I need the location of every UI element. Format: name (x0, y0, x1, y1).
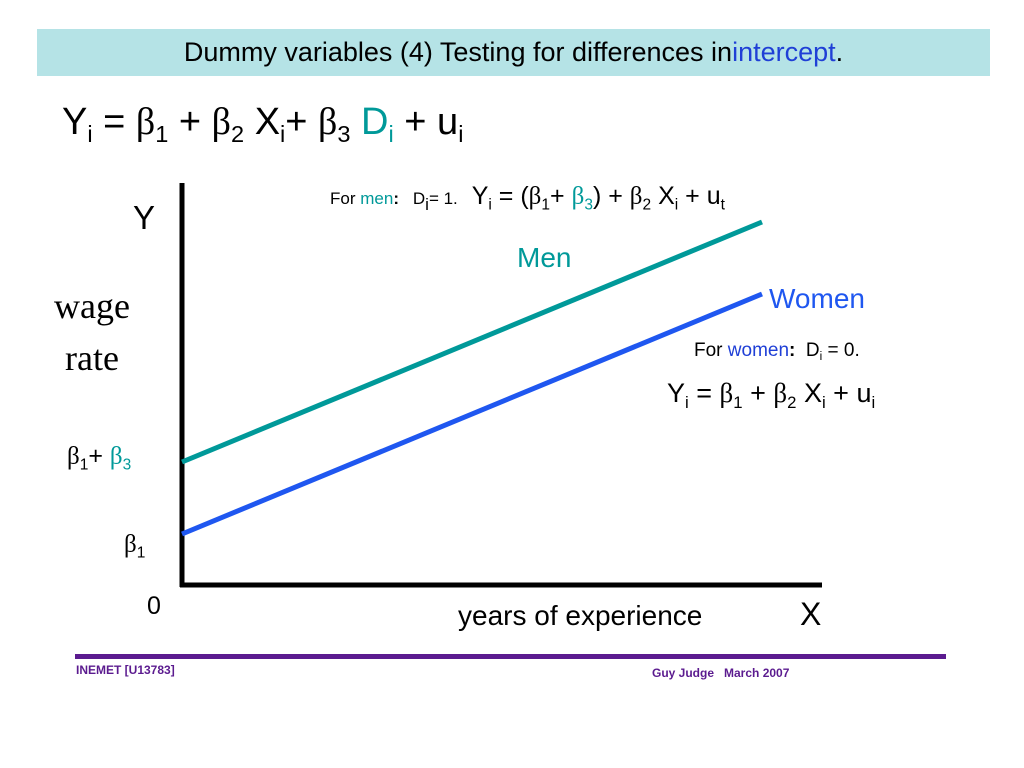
y-axis-title: wage rate (54, 280, 130, 384)
y-axis-title-line1: wage (54, 286, 130, 326)
men-regression-line (181, 219, 763, 465)
women-equation: Yi = β1 + β2 Xi + ui (667, 378, 876, 412)
footer-author-date: Guy Judge March 2007 (652, 666, 790, 680)
men-equation: For men: Di= 1. Yi = (β1+ β3) + β2 Xi + … (330, 182, 725, 214)
title-text: Dummy variables (4) Testing for differen… (183, 37, 733, 67)
y-axis-title-line2: rate (65, 338, 119, 378)
men-intercept-label: β1+ β3 (67, 442, 132, 474)
title-bar: Dummy variables (4) Testing for differen… (37, 29, 990, 76)
women-series-label: Women (769, 283, 865, 314)
women-condition: For women: Di = 0. (694, 340, 860, 364)
title-suffix: . (835, 37, 844, 67)
women-intercept-label: β1 (124, 531, 146, 562)
women-regression-line (181, 291, 763, 537)
footer-divider (75, 654, 946, 659)
x-axis-label: X (800, 596, 822, 632)
title-highlight: intercept (732, 37, 836, 67)
men-series-label: Men (517, 242, 572, 273)
footer-course-code: INEMET [U13783] (76, 663, 175, 677)
x-axis-title: years of experience (458, 600, 703, 631)
y-axis-label: Y (133, 199, 156, 236)
main-equation: Yi = β1 + β2 Xi+ β3 Di + ui (62, 101, 464, 148)
origin-label: 0 (147, 592, 161, 620)
